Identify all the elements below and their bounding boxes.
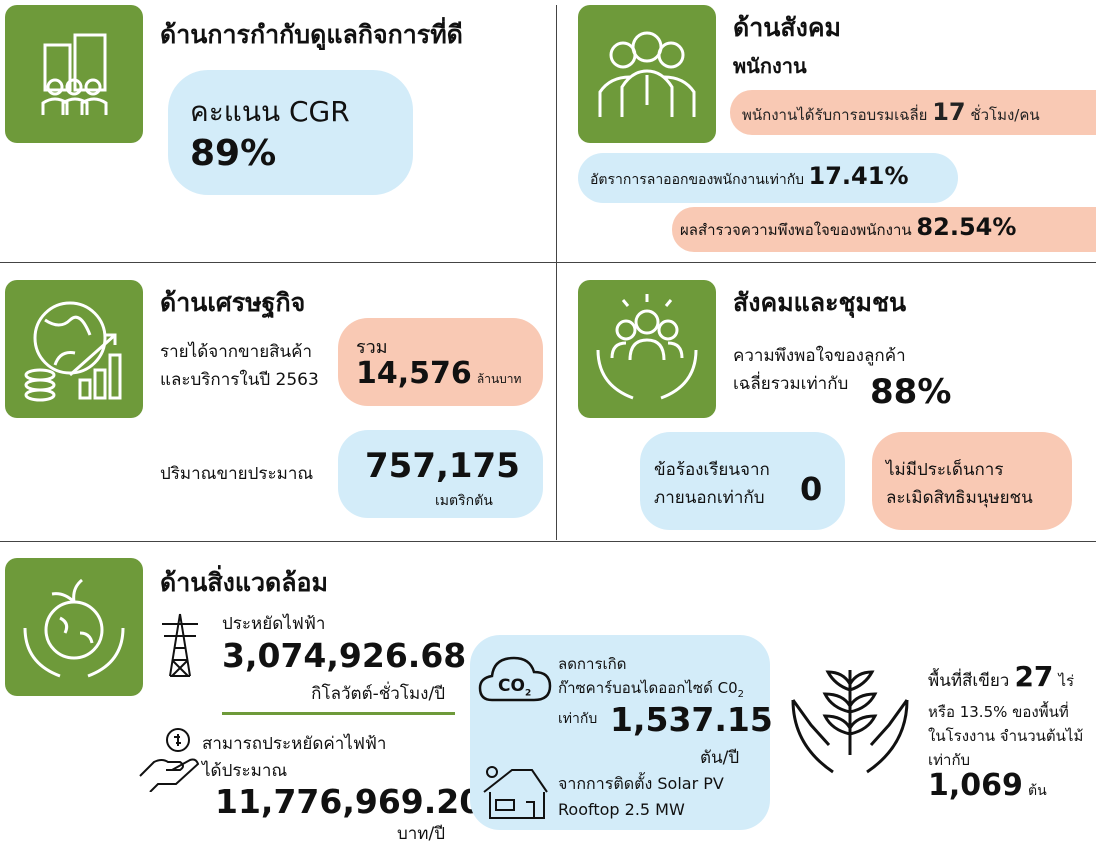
value: 757,175 [365,446,520,486]
label: เฉลี่ยรวมเท่ากับ [733,374,849,394]
title: ด้านการกำกับดูแลกิจการที่ดี [160,20,463,49]
label: และบริการในปี 2563 [160,370,319,390]
value: 89% [190,133,277,174]
pill [578,153,958,203]
divider [0,541,1096,542]
text: พนักงานได้รับการอบรมเฉลี่ย [742,106,928,124]
unit: ต้น [1028,783,1047,799]
box [338,430,543,518]
separator [222,712,455,715]
score-box [168,70,413,195]
text: ลดการเกิด [558,655,627,673]
unit: ชั่วโมง/คน [970,106,1040,124]
box [338,318,543,406]
unit: ล้านบาท [476,372,522,386]
icon [23,578,125,678]
money-icon [139,728,200,792]
title: ด้านสิ่งแวดล้อม [160,568,329,597]
label: คะแนน CGR [190,95,350,128]
icon-box [5,5,143,143]
prefix: รวม [356,337,388,358]
text: ละเมิดสิทธิมนุษยชน [886,488,1033,508]
text: ก๊าซคาร์บอนไดออกไซด์ C0 [558,679,738,697]
label: ประหยัดไฟฟ้า [222,614,326,634]
icon [41,33,108,115]
box [872,432,1072,530]
value: 1,537.15 [610,700,773,739]
text: จากการติดตั้ง Solar PV [558,774,724,793]
subtitle: พนักงาน [733,54,807,78]
text: หรือ 13.5% ของพื้นที่ [928,703,1069,721]
label: ข้อร้องเรียนจาก [654,460,770,480]
tower-icon [162,613,198,677]
label: สามารถประหยัดค่าไฟฟ้า [202,734,387,754]
divider [556,5,557,540]
label: รายได้จากขายสินค้า [160,342,313,362]
cloud-icon [478,656,552,702]
icon [24,301,122,402]
value: 82.54% [916,213,1017,241]
value: 17 [932,98,966,126]
value: 11,776,969.20 [215,782,483,821]
title: ด้านเศรษฐกิจ [160,288,306,317]
text: เท่ากับ [558,711,598,727]
label: ได้ประมาณ [202,761,288,781]
stat: อัตราการลาออกของพนักงานเท่ากับ 17.41% [590,162,909,191]
text: Rooftop 2.5 MW [558,800,685,819]
unit: ไร่ [1058,672,1075,690]
unit: กิโลวัตต์-ชั่วโมง/ปี [311,684,445,704]
icon-text: CO2 [498,676,531,698]
text: อัตราการลาออกของพนักงานเท่ากับ [590,172,805,188]
subscript: 2 [737,689,744,700]
icon-box [578,5,716,143]
text: ก๊าซคาร์บอนไดออกไซด์ C02 [558,676,744,700]
value: 27 [1014,660,1054,693]
pill [730,90,1096,135]
text: ผลสำรวจความพึงพอใจของพนักงาน [680,221,912,239]
unit: เมตริกตัน [435,493,493,509]
value: 88% [870,372,952,412]
unit: ตัน/ปี [700,748,740,768]
value: 0 [800,470,823,508]
title: สังคมและชุมชน [733,288,907,317]
label: พื้นที่สีเขียว [928,671,1010,691]
trees-line: 1,069 ต้น [928,768,1047,803]
pill [672,207,1096,252]
icon [596,294,698,400]
icon [598,31,696,117]
label: ภายนอกเท่ากับ [654,488,765,508]
icon-box [5,558,143,696]
carbon-box [470,635,770,830]
green-line: พื้นที่สีเขียว 27 ไร่ [928,660,1074,694]
plant-icon [791,670,909,774]
value: 17.41% [808,162,909,190]
subscript: 2 [524,688,532,699]
value-line: 14,576 ล้านบาท [356,356,521,391]
unit: บาท/ปี [396,824,445,844]
icon-box [578,280,716,418]
text: ไม่มีประเด็นการ [886,460,1004,480]
value: 14,576 [356,356,472,391]
value: 1,069 [928,768,1023,803]
title: ด้านสังคม [733,13,842,42]
text: ในโรงงาน จำนวนต้นไม้ [928,727,1084,745]
text: CO [498,676,525,696]
stat: ผลสำรวจความพึงพอใจของพนักงาน 82.54% [680,213,1016,242]
icon-box [5,280,143,418]
solar-icon [483,766,548,819]
stat: พนักงานได้รับการอบรมเฉลี่ย 17 ชั่วโมง/คน [742,98,1040,127]
text: เท่ากับ [928,751,971,769]
label: ความพึงพอใจของลูกค้า [733,346,906,366]
value: 3,074,926.68 [222,636,467,675]
box [640,432,845,530]
divider [0,262,1096,263]
label: ปริมาณขายประมาณ [160,464,314,484]
